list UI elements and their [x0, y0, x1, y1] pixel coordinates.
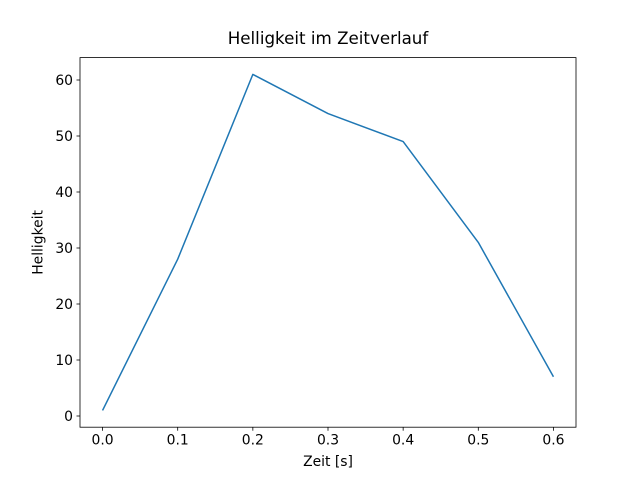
axes-spines — [79, 57, 577, 428]
y-tick-label: 0 — [64, 409, 73, 425]
x-tick-label: 0.3 — [317, 433, 339, 449]
spines-layer — [79, 57, 577, 428]
x-tick-label: 0.5 — [467, 433, 489, 449]
x-tick-label: 0.2 — [242, 433, 264, 449]
x-axis-label: Zeit [s] — [303, 454, 353, 470]
y-tick-label: 50 — [55, 129, 73, 145]
y-axis-label: Helligkeit — [31, 209, 47, 274]
chart-title: Helligkeit im Zeitverlauf — [228, 28, 430, 48]
x-tick-label: 0.0 — [91, 433, 113, 449]
data-line — [101, 73, 555, 411]
x-tick-label: 0.1 — [167, 433, 189, 449]
y-tick-label: 10 — [55, 353, 73, 369]
y-tick-label: 30 — [55, 241, 73, 257]
y-tick-label: 40 — [55, 185, 73, 201]
y-tick-label: 20 — [55, 297, 73, 313]
x-tick-label: 0.6 — [542, 433, 564, 449]
x-tick-label: 0.4 — [392, 433, 414, 449]
ticks-layer: 0.0 0.1 0.2 0.3 0.4 0.5 0.6 0 10 20 30 40 50 60 — [55, 73, 564, 449]
y-tick-label: 60 — [55, 73, 73, 89]
series-layer — [101, 73, 555, 411]
